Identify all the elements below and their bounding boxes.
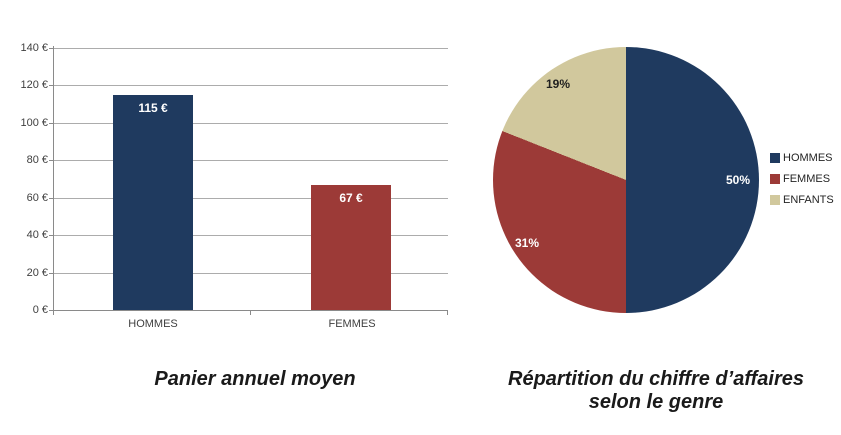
bar-hommes: 115 € xyxy=(113,95,193,310)
legend-swatch-hommes xyxy=(770,153,780,163)
legend-swatch-enfants xyxy=(770,195,780,205)
gridline xyxy=(54,123,448,124)
gridline xyxy=(54,160,448,161)
y-tick-label: 0 € xyxy=(32,304,48,316)
pie-chart-title: Répartition du chiffre d’affaires selon … xyxy=(508,368,804,413)
y-axis-tick xyxy=(49,160,53,161)
y-axis-tick xyxy=(49,235,53,236)
y-tick-label: 140 € xyxy=(20,42,48,54)
y-axis-tick xyxy=(49,85,53,86)
y-axis-tick xyxy=(49,48,53,49)
category-label-femmes: FEMMES xyxy=(328,318,376,330)
y-axis xyxy=(53,46,54,311)
legend-item-hommes: HOMMES xyxy=(770,151,833,165)
gridline xyxy=(54,48,448,49)
pie-slice-label-femmes: 31% xyxy=(514,236,540,250)
y-tick-label: 80 € xyxy=(26,154,48,166)
x-axis-tick xyxy=(447,311,448,315)
legend-item-femmes: FEMMES xyxy=(770,172,830,186)
y-axis-tick xyxy=(49,198,53,199)
bar-value-label: 115 € xyxy=(138,101,168,115)
legend-item-enfants: ENFANTS xyxy=(770,193,834,207)
y-tick-label: 20 € xyxy=(26,267,48,279)
x-axis xyxy=(53,310,448,311)
gridline xyxy=(54,198,448,199)
pie xyxy=(493,47,759,313)
legend-label-enfants: ENFANTS xyxy=(783,194,834,206)
legend-label-femmes: FEMMES xyxy=(783,173,831,185)
legend-label-hommes: HOMMES xyxy=(783,152,833,164)
pie-slice-label-enfants: 19% xyxy=(545,77,571,91)
gridline xyxy=(54,85,448,86)
bar-chart-title: Panier annuel moyen xyxy=(154,368,356,390)
y-tick-label: 60 € xyxy=(26,192,48,204)
legend-swatch-femmes xyxy=(770,174,780,184)
y-axis-tick xyxy=(49,273,53,274)
gridline xyxy=(54,235,448,236)
y-axis-tick xyxy=(49,123,53,124)
y-tick-label: 120 € xyxy=(20,79,48,91)
y-axis-tick xyxy=(49,310,53,311)
category-label-hommes: HOMMES xyxy=(128,318,178,330)
x-axis-tick xyxy=(53,311,54,315)
pie-slice-label-hommes: 50% xyxy=(725,173,751,187)
bar-femmes: 67 € xyxy=(311,185,391,310)
y-tick-label: 40 € xyxy=(26,229,48,241)
bar-value-label: 67 € xyxy=(339,191,363,205)
gridline xyxy=(54,273,448,274)
y-tick-label: 100 € xyxy=(20,117,48,129)
x-axis-tick xyxy=(250,311,251,315)
